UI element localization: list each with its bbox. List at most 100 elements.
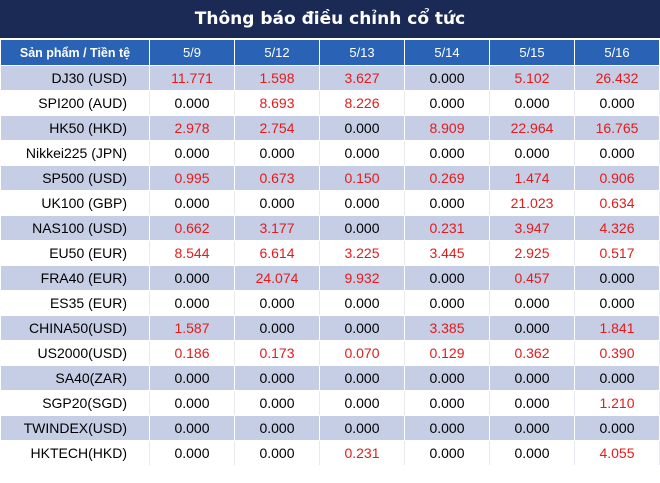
dividend-value-cell: 0.129 [404,340,490,366]
product-cell: SPI200 (AUD) [0,90,150,116]
product-cell: SP500 (USD) [0,165,150,191]
dividend-value-cell: 0.173 [234,340,320,366]
dividend-value-cell: 0.000 [489,140,575,166]
dividend-value-cell: 0.000 [319,115,405,141]
dividend-value-cell: 1.841 [574,315,660,341]
product-cell: EU50 (EUR) [0,240,150,266]
table-row: EU50 (EUR) 8.544 6.614 3.225 3.445 2.925 0.517 [0,240,660,266]
dividend-value-cell: 8.544 [149,240,235,266]
table-row: SA40(ZAR) 0.000 0.000 0.000 0.000 0.000 0.000 [0,365,660,391]
dividend-value-cell: 1.474 [489,165,575,191]
dividend-value-cell: 16.765 [574,115,660,141]
dividend-value-cell: 0.000 [574,140,660,166]
dividend-value-cell: 0.000 [234,365,320,391]
dividend-value-cell: 1.598 [234,65,320,91]
product-cell: HK50 (HKD) [0,115,150,141]
dividend-value-cell: 0.000 [319,140,405,166]
table-row: DJ30 (USD) 11.771 1.598 3.627 0.000 5.102 26.4… [0,65,660,91]
dividend-value-cell: 0.269 [404,165,490,191]
table-row: Nikkei225 (JPN) 0.000 0.000 0.000 0.000 0.000… [0,140,660,166]
dividend-value-cell: 24.074 [234,265,320,291]
dividend-value-cell: 0.995 [149,165,235,191]
product-cell: ES35 (EUR) [0,290,150,316]
product-cell: US2000(USD) [0,340,150,366]
dividend-value-cell: 0.000 [489,90,575,116]
dividend-value-cell: 2.978 [149,115,235,141]
dividend-value-cell: 0.000 [319,415,405,441]
table-row: HKTECH(HKD) 0.000 0.000 0.231 0.000 0.000 4.05… [0,440,660,466]
header-date: 5/14 [404,39,490,66]
dividend-value-cell: 0.000 [149,190,235,216]
table-row: ES35 (EUR) 0.000 0.000 0.000 0.000 0.000 0.000 [0,290,660,316]
header-date: 5/9 [149,39,235,66]
header-date: 5/15 [489,39,575,66]
dividend-value-cell: 0.000 [234,440,320,466]
dividend-value-cell: 0.000 [149,415,235,441]
dividend-value-cell: 21.023 [489,190,575,216]
dividend-value-cell: 0.000 [404,265,490,291]
table-row: US2000(USD) 0.186 0.173 0.070 0.129 0.362 0.39… [0,340,660,366]
dividend-value-cell: 0.362 [489,340,575,366]
dividend-value-cell: 0.000 [149,440,235,466]
table-row: TWINDEX(USD) 0.000 0.000 0.000 0.000 0.000 0.0… [0,415,660,441]
dividend-value-cell: 0.000 [489,390,575,416]
table-row: FRA40 (EUR) 0.000 24.074 9.932 0.000 0.457 0.0… [0,265,660,291]
dividend-value-cell: 0.150 [319,165,405,191]
table-row: HK50 (HKD) 2.978 2.754 0.000 8.909 22.964 16.7… [0,115,660,141]
dividend-value-cell: 0.000 [319,315,405,341]
dividend-value-cell: 6.614 [234,240,320,266]
header-row: Sản phẩm / Tiền tệ 5/9 5/12 5/13 5/14 5/… [0,39,660,66]
dividend-value-cell: 8.909 [404,115,490,141]
dividend-value-cell: 0.231 [319,440,405,466]
dividend-value-cell: 0.000 [234,415,320,441]
dividend-value-cell: 26.432 [574,65,660,91]
dividend-value-cell: 0.231 [404,215,490,241]
product-cell: Nikkei225 (JPN) [0,140,150,166]
product-cell: NAS100 (USD) [0,215,150,241]
dividend-value-cell: 0.906 [574,165,660,191]
product-cell: SGP20(SGD) [0,390,150,416]
table-row: SP500 (USD) 0.995 0.673 0.150 0.269 1.474 0.90… [0,165,660,191]
dividend-value-cell: 0.000 [574,265,660,291]
header-date: 5/16 [574,39,660,66]
dividend-value-cell: 0.662 [149,215,235,241]
table-body: DJ30 (USD) 11.771 1.598 3.627 0.000 5.102 26.4… [0,65,660,466]
dividend-value-cell: 0.070 [319,340,405,366]
dividend-value-cell: 0.000 [404,290,490,316]
dividend-value-cell: 0.000 [404,190,490,216]
dividend-table: Sản phẩm / Tiền tệ 5/9 5/12 5/13 5/14 5/… [0,39,660,466]
dividend-value-cell: 3.385 [404,315,490,341]
dividend-value-cell: 0.000 [149,390,235,416]
dividend-value-cell: 0.000 [319,365,405,391]
dividend-value-cell: 3.225 [319,240,405,266]
dividend-value-cell: 3.177 [234,215,320,241]
dividend-value-cell: 8.693 [234,90,320,116]
dividend-value-cell: 0.000 [404,65,490,91]
product-cell: CHINA50(USD) [0,315,150,341]
dividend-value-cell: 0.000 [404,415,490,441]
dividend-value-cell: 22.964 [489,115,575,141]
dividend-value-cell: 8.226 [319,90,405,116]
table-header: Sản phẩm / Tiền tệ 5/9 5/12 5/13 5/14 5/… [0,39,660,66]
dividend-value-cell: 5.102 [489,65,575,91]
product-cell: UK100 (GBP) [0,190,150,216]
table-row: SGP20(SGD) 0.000 0.000 0.000 0.000 0.000 1.210 [0,390,660,416]
dividend-value-cell: 9.932 [319,265,405,291]
dividend-value-cell: 0.000 [149,265,235,291]
product-cell: FRA40 (EUR) [0,265,150,291]
dividend-value-cell: 0.000 [234,315,320,341]
dividend-value-cell: 0.000 [319,215,405,241]
header-date: 5/12 [234,39,320,66]
dividend-value-cell: 0.000 [319,390,405,416]
dividend-value-cell: 2.754 [234,115,320,141]
dividend-value-cell: 0.000 [404,140,490,166]
dividend-value-cell: 0.457 [489,265,575,291]
product-cell: TWINDEX(USD) [0,415,150,441]
table-row: SPI200 (AUD) 0.000 8.693 8.226 0.000 0.000 0.0… [0,90,660,116]
dividend-value-cell: 0.000 [404,90,490,116]
dividend-value-cell: 0.000 [234,190,320,216]
table-row: CHINA50(USD) 1.587 0.000 0.000 3.385 0.000 1.8… [0,315,660,341]
dividend-value-cell: 4.055 [574,440,660,466]
dividend-value-cell: 1.587 [149,315,235,341]
